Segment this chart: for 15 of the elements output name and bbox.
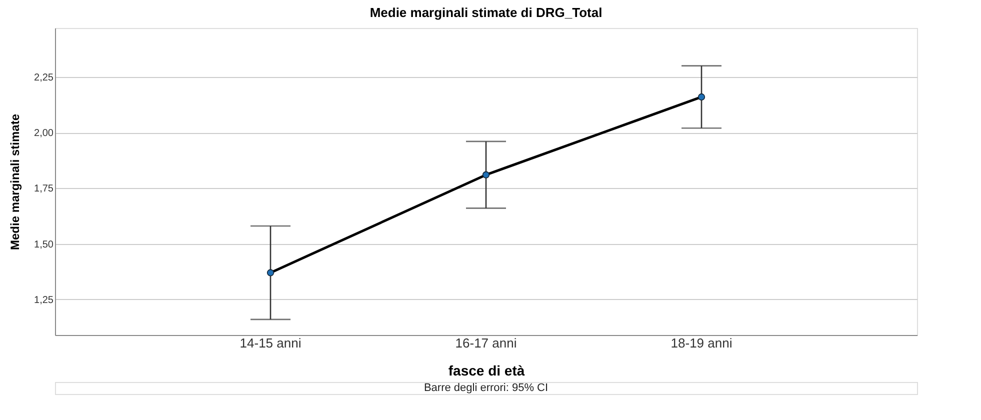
x-tick-label: 14-15 anni bbox=[240, 336, 302, 350]
chart-title: Medie marginali stimate di DRG_Total bbox=[370, 5, 602, 20]
x-tick-label: 18-19 anni bbox=[670, 336, 732, 350]
point bbox=[482, 171, 490, 178]
y-axis-title: Medie marginali stimate bbox=[8, 114, 22, 250]
text: Barre degli errori: 95% CI bbox=[424, 382, 548, 394]
y-tick-label: 1,75 bbox=[34, 184, 54, 195]
x-tick-label: 16-17 anni bbox=[455, 336, 517, 350]
y-tick-label: 1,25 bbox=[34, 294, 54, 306]
y-tick-label: 2,00 bbox=[34, 128, 54, 140]
point bbox=[266, 269, 274, 276]
point bbox=[698, 93, 706, 101]
y-tick-label: 1,50 bbox=[34, 239, 54, 250]
y-tick-label: 2,25 bbox=[34, 72, 54, 84]
x-axis-title: fasce di età bbox=[448, 362, 525, 378]
